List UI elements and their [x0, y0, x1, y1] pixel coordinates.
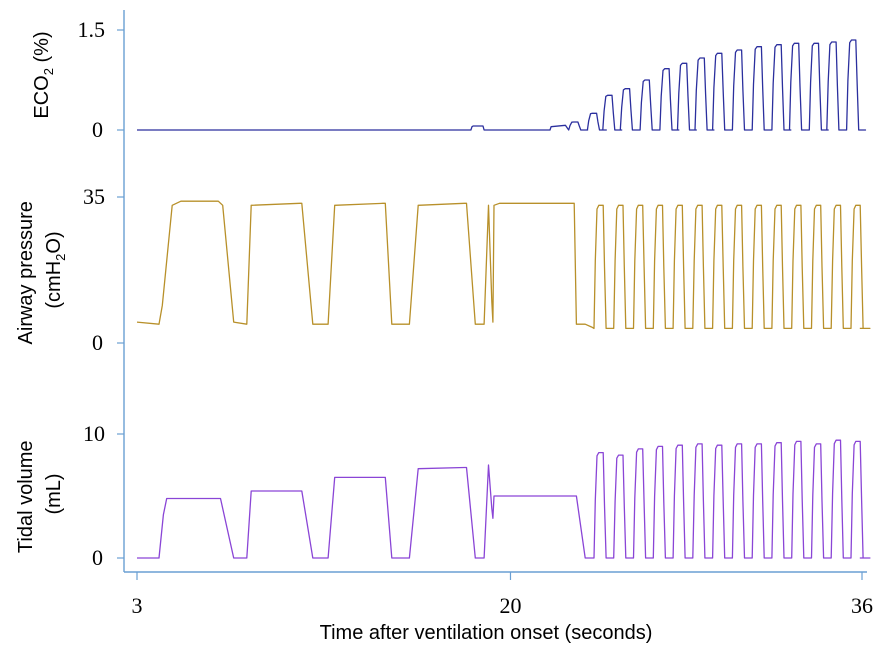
- x-axis-label: Time after ventilation onset (seconds): [320, 622, 653, 644]
- x-tick-label-3: 3: [132, 593, 143, 618]
- tidal-y-label: Tidal volume (mL): [15, 435, 65, 553]
- tidal-tick-label-0: 0: [92, 545, 103, 570]
- pressure-y-label-line2-main: (cmH: [43, 261, 65, 309]
- eco2-y-label-sub: 2: [41, 68, 56, 75]
- eco2-y-label-main: ECO: [31, 75, 53, 118]
- pressure-tick-label-1: 35: [83, 184, 105, 209]
- pressure-trace-line: [136, 200, 871, 330]
- eco2-y-label-tail: (%): [31, 31, 53, 68]
- panel-tidal-volume: Tidal volume (mL) 10 0: [15, 421, 871, 570]
- x-tick-label-20: 20: [499, 593, 521, 618]
- eco2-trace-line: [137, 39, 867, 131]
- tidal-y-label-line1: Tidal volume: [15, 440, 37, 553]
- eco2-y-label: ECO2 (%): [31, 31, 56, 118]
- panel-airway-pressure: Airway pressure (cmH2O) 35 0: [15, 184, 871, 355]
- panel-eco2: ECO2 (%) 1.5 0: [31, 17, 867, 142]
- eco2-tick-label-0: 0: [92, 117, 103, 142]
- pressure-tick-label-0: 0: [92, 330, 103, 355]
- pressure-y-label: Airway pressure (cmH2O): [15, 196, 68, 345]
- pressure-y-label-line2: (cmH2O): [43, 231, 68, 308]
- x-tick-label-36: 36: [851, 593, 873, 618]
- eco2-tick-label-1: 1.5: [78, 17, 106, 42]
- x-axis: 3 20 36 Time after ventilation onset (se…: [132, 572, 873, 644]
- tidal-y-label-line2: (mL): [43, 473, 65, 514]
- tidal-trace-line: [137, 439, 871, 559]
- pressure-y-label-line1: Airway pressure: [15, 201, 37, 344]
- tidal-tick-label-1: 10: [83, 421, 105, 446]
- pressure-y-label-line2-sub: 2: [53, 254, 68, 261]
- pressure-y-label-line2-tail: O): [43, 231, 65, 253]
